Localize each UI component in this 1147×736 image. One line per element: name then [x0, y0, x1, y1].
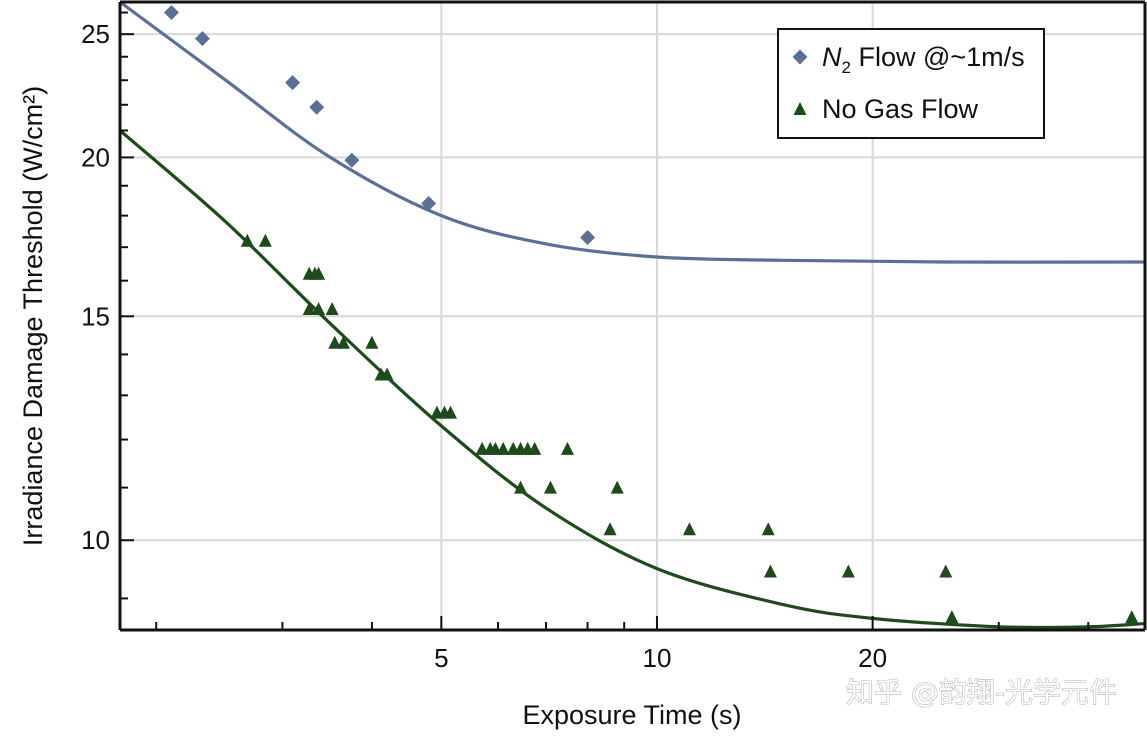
no-gas-flow-point: [543, 480, 557, 494]
fit-curve: [118, 129, 1146, 630]
legend-entry-n2: N2 Flow @~1m/s: [822, 42, 1025, 77]
y-tick-label: 20: [81, 142, 110, 172]
no-gas-flow-point: [258, 233, 272, 247]
no-gas-flow-point: [325, 301, 339, 315]
no-gas-flow-point: [945, 610, 959, 624]
y-tick-labels: 10 15 20 25: [81, 19, 110, 555]
legend-n2-subscript: 2: [842, 58, 851, 77]
n2-flow-point: [194, 31, 210, 47]
no-gas-flow-point: [610, 480, 624, 494]
legend-n2-label: Flow @~1m/s: [851, 42, 1025, 72]
n2-flow-point: [163, 5, 179, 21]
no-gas-flow-point: [939, 564, 953, 578]
legend: N2 Flow @~1m/s No Gas Flow: [777, 28, 1045, 139]
n2-flow-point: [580, 230, 596, 246]
no-gas-flow-point: [312, 301, 326, 315]
no-gas-flow-point: [302, 301, 316, 315]
no-gas-flow-point: [380, 367, 394, 381]
n2-flow-point: [309, 99, 325, 115]
data-points: [163, 5, 1139, 624]
y-tick-label: 15: [81, 301, 110, 331]
no-gas-flow-point: [444, 405, 458, 419]
y-tick-label: 10: [81, 525, 110, 555]
no-gas-flow-point: [528, 441, 542, 455]
y-axis-title: Irradiance Damage Threshold (W/cm²): [18, 86, 48, 546]
no-gas-flow-point: [603, 522, 617, 536]
no-gas-flow-point: [328, 335, 342, 349]
legend-n2-symbol: N: [822, 42, 842, 72]
no-gas-flow-point: [1125, 610, 1139, 624]
legend-box: [777, 28, 1045, 139]
x-axis-title: Exposure Time (s): [522, 700, 741, 730]
plot-frame: [118, 0, 1147, 632]
n2-flow-point: [421, 195, 437, 211]
n2-flow-point: [285, 75, 301, 91]
legend-triangle-marker: [793, 102, 807, 115]
no-gas-flow-point: [240, 233, 254, 247]
no-gas-flow-point: [841, 564, 855, 578]
no-gas-flow-point: [514, 480, 528, 494]
legend-markers: [792, 49, 808, 115]
x-tick-label: 20: [858, 643, 887, 673]
no-gas-flow-point: [682, 522, 696, 536]
no-gas-flow-point: [365, 335, 379, 349]
no-gas-flow-point: [761, 522, 775, 536]
x-tick-label: 10: [643, 643, 672, 673]
watermark: 知乎 @韵翔-光学元件: [846, 676, 1117, 709]
n2-flow-point: [344, 152, 360, 168]
fit-curve: [119, 0, 1146, 264]
legend-diamond-marker: [792, 49, 808, 65]
no-gas-flow-point: [560, 441, 574, 455]
y-tick-label: 25: [81, 19, 110, 49]
x-tick-label: 5: [434, 643, 448, 673]
legend-entry-no-gas: No Gas Flow: [822, 94, 979, 124]
x-tick-labels: 5 10 20: [434, 643, 887, 673]
no-gas-flow-point: [496, 441, 510, 455]
no-gas-flow-point: [763, 564, 777, 578]
no-gas-flow-point: [336, 335, 350, 349]
no-gas-flow-point: [312, 266, 326, 280]
